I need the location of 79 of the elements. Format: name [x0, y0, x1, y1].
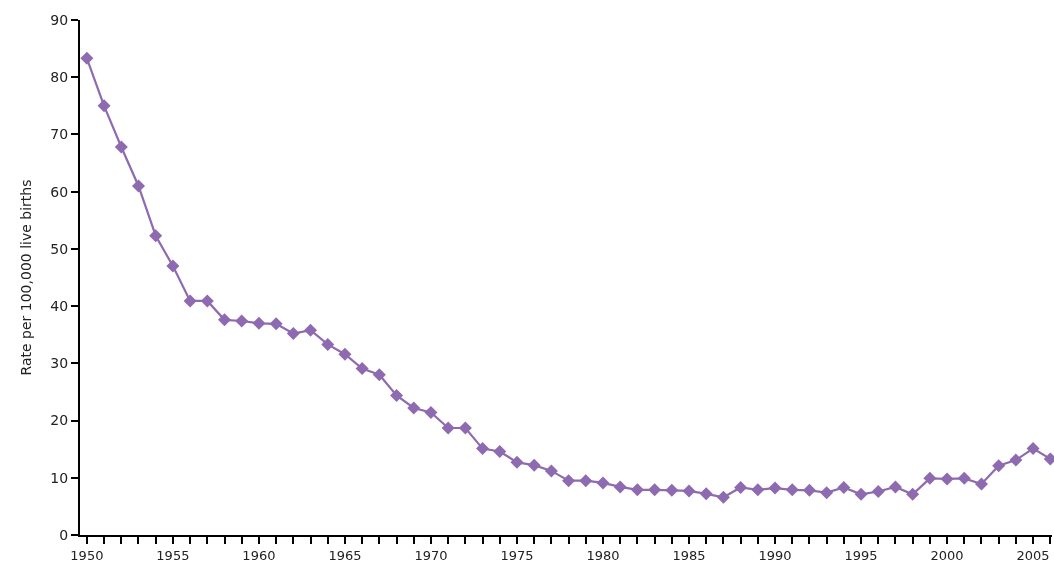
- point: [527, 458, 541, 472]
- x-tick-label: 1985: [672, 547, 706, 563]
- point: [166, 259, 180, 273]
- x-tick-label: 1980: [586, 547, 620, 563]
- point: [458, 421, 472, 435]
- point: [235, 314, 249, 328]
- point: [424, 406, 438, 420]
- point: [562, 474, 576, 488]
- point: [957, 471, 971, 485]
- point: [579, 474, 593, 488]
- point: [131, 179, 145, 193]
- point: [820, 486, 834, 500]
- y-tick-label: 40: [50, 298, 69, 315]
- point: [888, 480, 902, 494]
- point: [321, 337, 335, 351]
- point: [802, 483, 816, 497]
- point: [974, 477, 988, 491]
- y-tick-label: 0: [59, 526, 69, 543]
- x-tick-label: 1975: [500, 547, 534, 563]
- x-tick-label: 1970: [414, 547, 448, 563]
- x-tick-label: 2000: [930, 547, 964, 563]
- point: [871, 485, 885, 499]
- point: [630, 483, 644, 497]
- y-tick-label: 10: [50, 469, 69, 486]
- point: [665, 483, 679, 497]
- y-tick-label: 60: [50, 183, 69, 200]
- y-tick-label: 80: [50, 69, 69, 86]
- x-tick-label: 2005: [1016, 547, 1050, 563]
- point: [596, 476, 610, 490]
- point: [613, 480, 627, 494]
- x-tick-label: 1960: [242, 547, 276, 563]
- point: [751, 483, 765, 497]
- point: [1009, 453, 1023, 467]
- x-tick-label: 1955: [156, 547, 190, 563]
- point: [269, 317, 283, 331]
- point: [716, 490, 730, 504]
- point: [355, 361, 369, 375]
- point: [544, 464, 558, 478]
- y-axis-title: Rate per 100,000 live births: [18, 179, 35, 376]
- point: [114, 140, 128, 154]
- point: [200, 294, 214, 308]
- point: [252, 316, 266, 330]
- x-tick-label: 1950: [70, 547, 104, 563]
- point: [1026, 442, 1040, 456]
- point: [940, 472, 954, 486]
- point: [837, 481, 851, 495]
- point: [992, 459, 1006, 473]
- y-tick-label: 70: [50, 126, 69, 143]
- point: [785, 483, 799, 497]
- point: [338, 347, 352, 361]
- point: [372, 368, 386, 382]
- point: [493, 444, 507, 458]
- point: [441, 421, 455, 435]
- point: [149, 229, 163, 243]
- point: [183, 294, 197, 308]
- y-tick-label: 20: [50, 412, 69, 429]
- point: [476, 442, 490, 456]
- point: [854, 487, 868, 501]
- point: [80, 51, 94, 65]
- y-tick-label: 90: [50, 11, 69, 28]
- x-tick-label: 1990: [758, 547, 792, 563]
- point: [923, 471, 937, 485]
- y-tick-label: 30: [50, 355, 69, 372]
- point: [906, 487, 920, 501]
- point: [699, 487, 713, 501]
- point: [682, 484, 696, 498]
- point: [218, 313, 232, 327]
- point: [390, 388, 404, 402]
- point: [97, 99, 111, 113]
- y-tick-label: 50: [50, 240, 69, 257]
- point: [734, 481, 748, 495]
- point: [648, 483, 662, 497]
- point: [510, 455, 524, 469]
- point: [304, 323, 318, 337]
- x-tick-label: 1995: [844, 547, 878, 563]
- x-tick-label: 1965: [328, 547, 362, 563]
- point: [286, 327, 300, 341]
- point: [407, 401, 421, 415]
- point: [768, 481, 782, 495]
